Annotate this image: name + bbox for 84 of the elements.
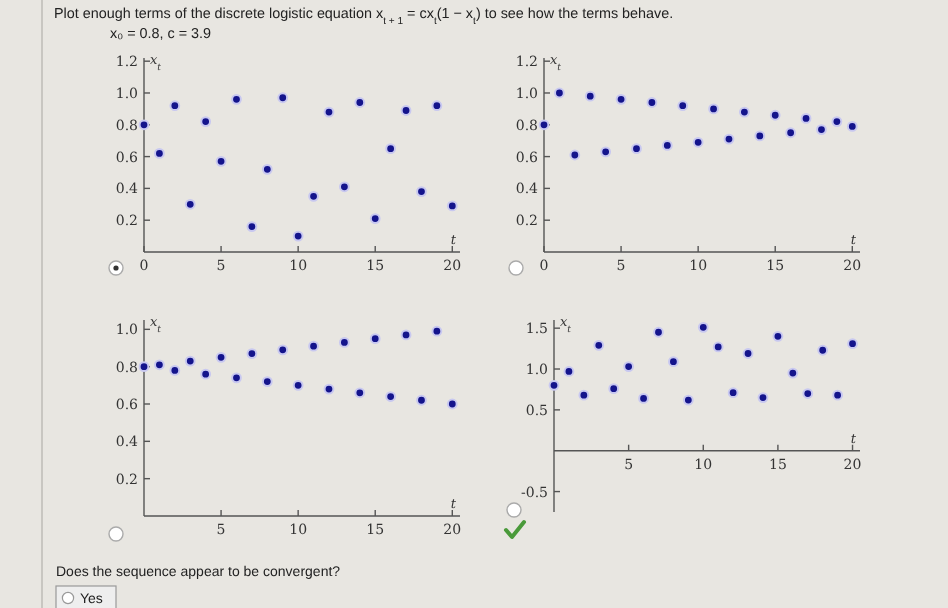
point: [369, 213, 381, 225]
point: [817, 344, 829, 356]
point: [184, 355, 196, 367]
point: [831, 116, 843, 128]
point: [246, 348, 258, 359]
point: [677, 100, 689, 112]
point: [723, 133, 735, 145]
point: [369, 333, 381, 345]
point: [215, 351, 227, 363]
point: [200, 116, 212, 128]
point: [554, 87, 565, 99]
point: [231, 93, 242, 105]
point: [623, 361, 635, 372]
point: [385, 391, 397, 402]
point: [431, 325, 443, 337]
point: [653, 326, 664, 338]
point: [277, 92, 289, 104]
point: [292, 379, 304, 391]
point: [593, 339, 605, 351]
point: [757, 392, 769, 404]
point: [712, 341, 724, 353]
point: [615, 93, 627, 105]
point: [638, 393, 649, 404]
point: [292, 230, 304, 242]
point: [569, 149, 581, 161]
point: [400, 329, 412, 341]
point: [802, 388, 814, 399]
point: [231, 372, 242, 384]
point: [184, 198, 196, 210]
point: [338, 337, 350, 348]
point: [668, 356, 679, 368]
point: [154, 148, 165, 159]
point: [277, 344, 289, 356]
point: [692, 136, 704, 148]
point: [608, 383, 620, 395]
point: [385, 143, 397, 155]
point: [727, 387, 739, 399]
point: [538, 119, 550, 131]
point: [600, 146, 612, 158]
point: [308, 190, 319, 202]
point: [138, 119, 150, 131]
point: [800, 113, 812, 124]
point: [584, 90, 596, 102]
point: [308, 340, 319, 352]
point: [816, 124, 827, 135]
point: [446, 200, 458, 212]
point: [323, 383, 335, 395]
point: [215, 155, 227, 167]
point: [769, 109, 781, 121]
point: [742, 348, 754, 359]
point: [754, 130, 766, 142]
point: [169, 365, 181, 376]
point: [563, 366, 575, 377]
point: [697, 321, 709, 333]
point: [631, 143, 642, 155]
point: [323, 106, 335, 118]
point: [787, 367, 799, 379]
point: [416, 186, 427, 197]
point: [661, 140, 673, 151]
point: [431, 100, 443, 112]
point: [354, 97, 366, 108]
point: [548, 379, 560, 391]
point: [200, 368, 212, 380]
point: [354, 387, 366, 399]
point: [338, 181, 350, 193]
point: [416, 394, 427, 406]
point: [261, 376, 273, 387]
point: [772, 330, 784, 342]
point: [246, 221, 258, 232]
point: [832, 389, 844, 401]
point: [846, 120, 858, 132]
point: [400, 105, 412, 116]
point: [578, 389, 590, 401]
point: [785, 127, 797, 139]
point: [708, 103, 719, 115]
point: [847, 338, 858, 350]
point: [738, 106, 750, 118]
point: [169, 100, 181, 112]
point: [682, 394, 694, 406]
point: [261, 163, 273, 175]
point: [154, 359, 165, 371]
point: [446, 398, 458, 410]
point: [138, 361, 150, 373]
point: [646, 97, 658, 108]
